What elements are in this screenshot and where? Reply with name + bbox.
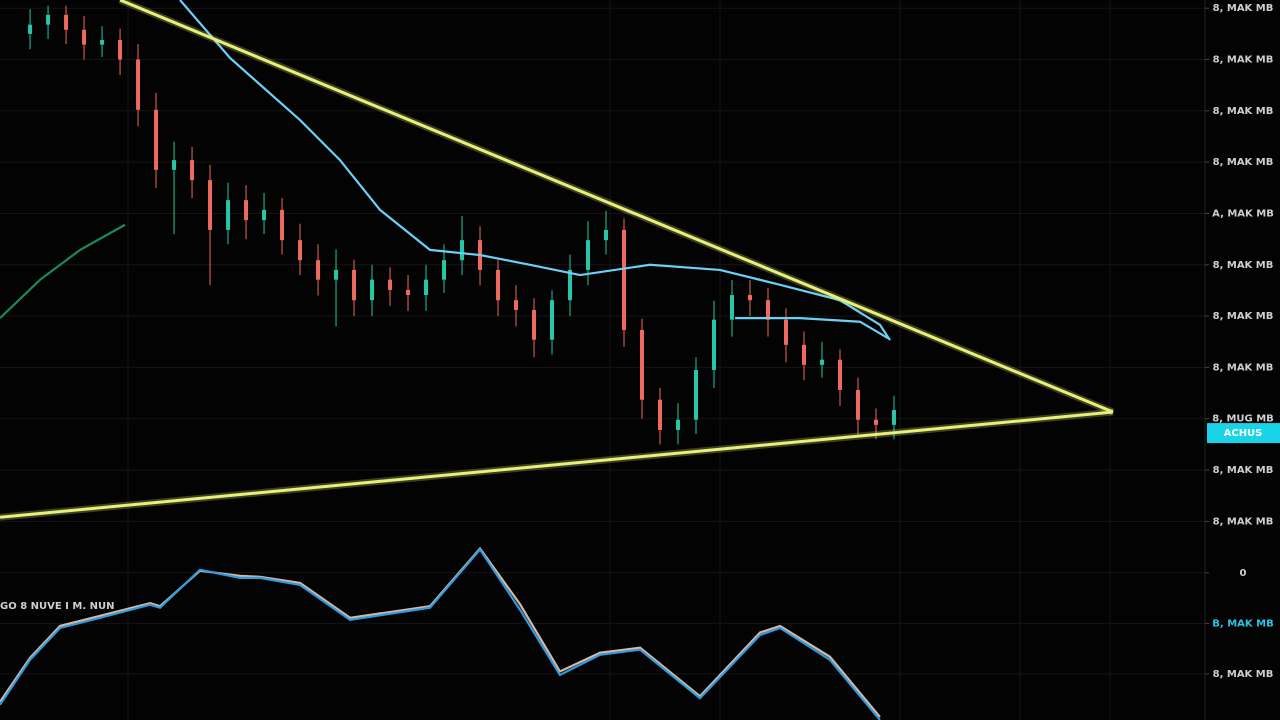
price-tag-label: ACHUS xyxy=(1224,428,1263,439)
y-tick-label: 8, MAK MB xyxy=(1213,55,1274,66)
candle-body xyxy=(298,240,303,261)
candle-body xyxy=(316,260,321,280)
candle-body xyxy=(765,300,770,320)
candle-body xyxy=(118,40,123,60)
candle-body xyxy=(46,14,51,25)
candle-body xyxy=(837,359,842,390)
indicator-line xyxy=(0,223,126,319)
y-tick-label: 8, MUG MB xyxy=(1212,414,1274,425)
vertical-grid xyxy=(127,0,1111,720)
y-tick-label: 8, MAK MB xyxy=(1213,362,1274,373)
y-tick-label: A, MAK MB xyxy=(1212,208,1274,219)
candle-body xyxy=(747,295,752,301)
indicator-line xyxy=(0,547,881,720)
y-tick-label: 8, MAK MB xyxy=(1213,465,1274,476)
y-tick-label: 0 xyxy=(1240,568,1247,579)
y-tick-label: B, MAK MB xyxy=(1212,618,1273,629)
candle-body xyxy=(406,289,411,296)
y-tick-label: 8, MAK MB xyxy=(1213,106,1274,117)
candle-body xyxy=(694,369,699,420)
candle-body xyxy=(172,160,177,170)
candle-body xyxy=(442,260,447,280)
y-tick-label: 8, MAK MB xyxy=(1213,516,1274,527)
indicator-line xyxy=(0,546,881,718)
trendline xyxy=(119,0,1114,414)
candle-body xyxy=(586,240,591,270)
candle-body xyxy=(208,180,213,230)
candle-body xyxy=(82,29,87,45)
candle-body xyxy=(819,359,824,365)
candle-body xyxy=(783,319,788,345)
candle-body xyxy=(658,399,663,431)
y-tick-label: 8, MAK MB xyxy=(1213,311,1274,322)
candle-body xyxy=(891,409,896,425)
candle-body xyxy=(568,269,573,301)
candle-body xyxy=(622,229,627,330)
price-tag xyxy=(1207,423,1280,444)
candle-body xyxy=(190,160,195,181)
candle-body xyxy=(352,269,357,301)
candle-body xyxy=(855,389,860,420)
candle-body xyxy=(64,14,69,30)
candle-body xyxy=(460,240,465,261)
candle-body xyxy=(801,344,806,365)
candle-body xyxy=(640,329,645,400)
candle-body xyxy=(280,209,285,241)
candle-body xyxy=(226,200,231,230)
y-tick-label: 8, MAK MB xyxy=(1213,669,1274,680)
candle-body xyxy=(370,279,375,301)
candle-body xyxy=(532,309,537,340)
candle-body xyxy=(244,200,249,221)
candle-body xyxy=(28,24,33,34)
candle-body xyxy=(496,269,501,301)
candle-body xyxy=(514,300,519,310)
candle-body xyxy=(388,279,393,290)
candle-body xyxy=(262,209,267,221)
trendline xyxy=(0,410,1114,519)
candle-body xyxy=(100,40,105,45)
candle-body xyxy=(873,419,878,425)
candle-body xyxy=(550,300,555,340)
candle-body xyxy=(676,419,681,431)
y-tick-label: 8, MAK MB xyxy=(1213,260,1274,271)
candle-body xyxy=(136,59,141,110)
indicator-label: GO 8 NUVE I M. NUN xyxy=(0,601,114,612)
candle-body xyxy=(424,279,429,296)
candle-body xyxy=(729,295,734,320)
indicator-line xyxy=(179,0,891,341)
y-tick-label: 8, MAK MB xyxy=(1213,3,1274,14)
candle-body xyxy=(154,109,159,170)
candle-body xyxy=(334,269,339,280)
candle-body xyxy=(712,319,717,370)
y-tick-label: 8, MAK MB xyxy=(1213,157,1274,168)
indicator-line xyxy=(735,317,889,340)
candle-body xyxy=(604,229,609,241)
